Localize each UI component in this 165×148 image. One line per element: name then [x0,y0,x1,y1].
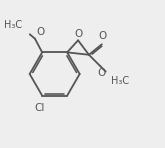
Text: Cl: Cl [34,103,45,113]
Text: H₃C: H₃C [111,76,129,86]
Text: O: O [74,29,82,39]
Text: O: O [36,27,44,37]
Text: O: O [97,68,105,78]
Text: H₃C: H₃C [4,20,22,30]
Text: O: O [98,31,106,41]
